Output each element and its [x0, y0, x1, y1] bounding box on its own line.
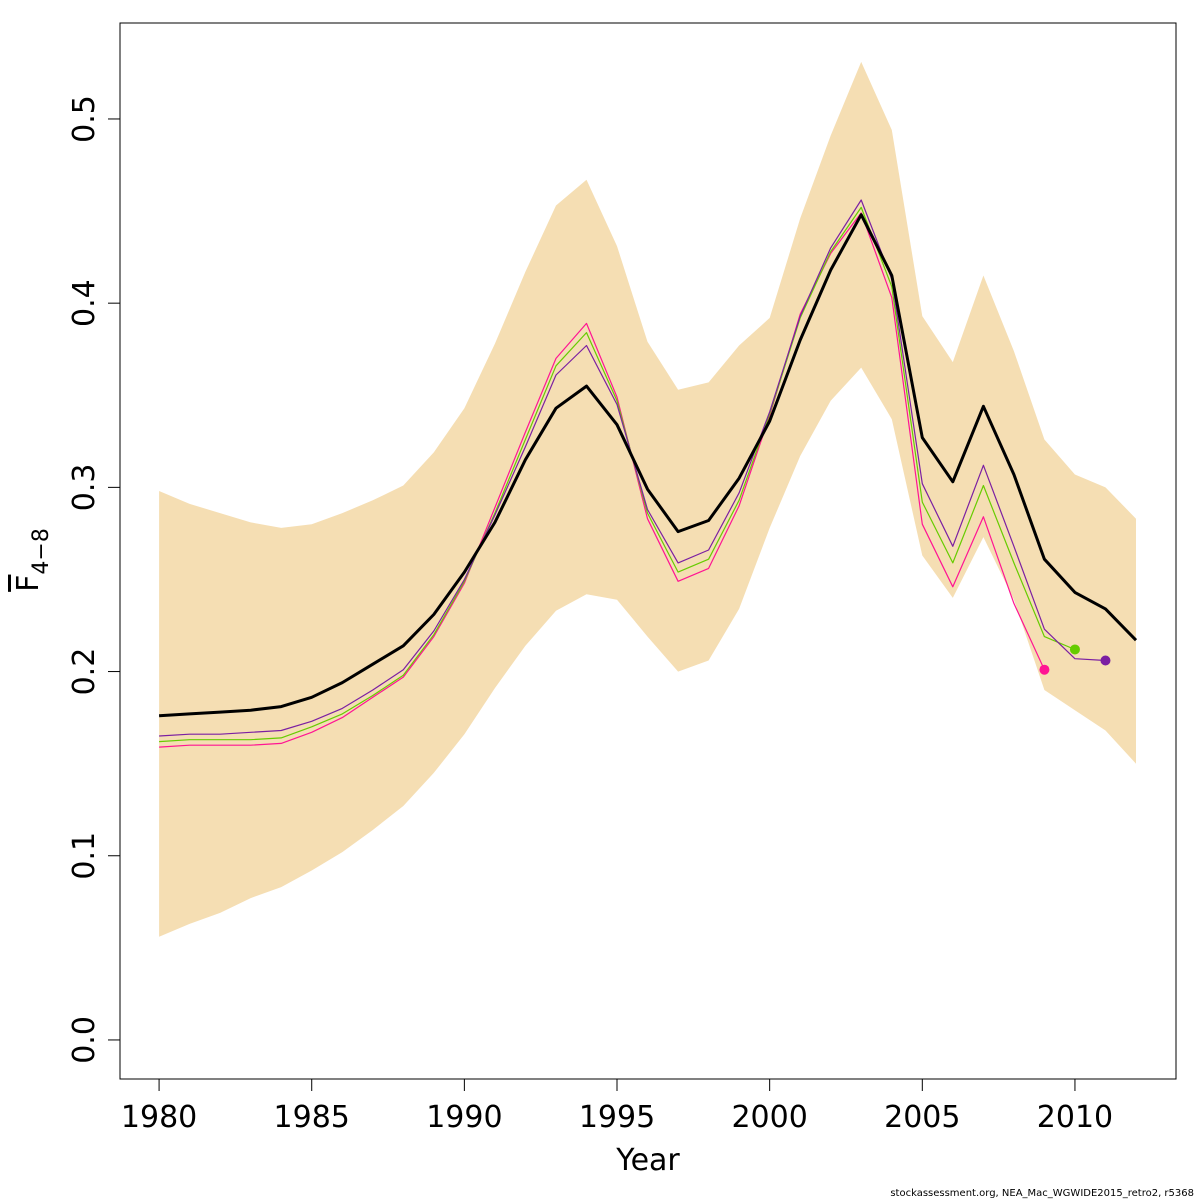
y-tick-label: 0.5	[67, 95, 102, 143]
x-axis-title: Year	[615, 1143, 680, 1178]
y-tick-label: 0.1	[67, 832, 102, 880]
x-tick-label: 1995	[579, 1100, 655, 1135]
y-axis-title: F4−8	[11, 528, 54, 592]
end-point	[1100, 655, 1111, 666]
y-tick-label: 0.4	[67, 279, 102, 327]
line	[159, 206, 1076, 743]
x-tick-label: 1985	[274, 1100, 350, 1135]
x-tick-label: 2005	[884, 1100, 960, 1135]
y-tick-label: 0.0	[67, 1016, 102, 1064]
y-axis-title-sub: 4−8	[29, 528, 54, 574]
x-tick-label: 1980	[121, 1100, 197, 1135]
x-tick-label: 2010	[1037, 1100, 1113, 1135]
x-tick-label: 1990	[426, 1100, 502, 1135]
y-tick-label: 0.3	[67, 464, 102, 512]
line	[159, 212, 1045, 748]
end-point	[1039, 664, 1050, 675]
y-axis-title-main: F	[11, 575, 46, 592]
x-tick-label: 2000	[731, 1100, 807, 1135]
y-tick-label: 0.2	[67, 648, 102, 696]
line	[159, 213, 1138, 718]
end-point	[1069, 644, 1080, 655]
footer: stockassessment.org, NEA_Mac_WGWIDE2015_…	[890, 1188, 1194, 1199]
